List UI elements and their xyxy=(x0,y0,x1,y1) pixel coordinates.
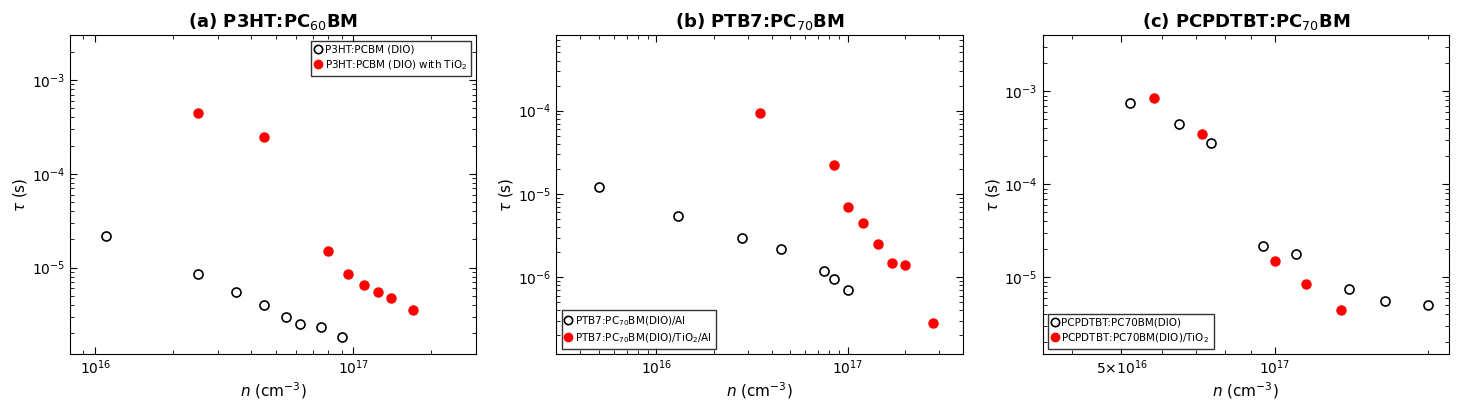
X-axis label: $n$ (cm$^{-3}$): $n$ (cm$^{-3}$) xyxy=(726,380,793,401)
Y-axis label: $\tau$ (s): $\tau$ (s) xyxy=(498,178,515,212)
X-axis label: $n$ (cm$^{-3}$): $n$ (cm$^{-3}$) xyxy=(1212,380,1279,401)
X-axis label: $n$ (cm$^{-3}$): $n$ (cm$^{-3}$) xyxy=(239,380,307,401)
Title: (c) PCPDTBT:PC$_{70}$BM: (c) PCPDTBT:PC$_{70}$BM xyxy=(1142,11,1350,32)
Title: (b) PTB7:PC$_{70}$BM: (b) PTB7:PC$_{70}$BM xyxy=(675,11,844,32)
Legend: PCPDTBT:PC70BM(DIO), PCPDTBT:PC70BM(DIO)/TiO$_2$: PCPDTBT:PC70BM(DIO), PCPDTBT:PC70BM(DIO)… xyxy=(1048,314,1213,349)
Legend: P3HT:PCBM (DIO), P3HT:PCBM (DIO) with TiO$_2$: P3HT:PCBM (DIO), P3HT:PCBM (DIO) with Ti… xyxy=(311,41,472,76)
Title: (a) P3HT:PC$_{60}$BM: (a) P3HT:PC$_{60}$BM xyxy=(188,11,359,32)
Legend: PTB7:PC$_{70}$BM(DIO)/Al, PTB7:PC$_{70}$BM(DIO)/TiO$_2$/Al: PTB7:PC$_{70}$BM(DIO)/Al, PTB7:PC$_{70}$… xyxy=(562,310,717,349)
Y-axis label: $\tau$ (s): $\tau$ (s) xyxy=(12,178,29,212)
Y-axis label: $\tau$ (s): $\tau$ (s) xyxy=(984,178,1002,212)
